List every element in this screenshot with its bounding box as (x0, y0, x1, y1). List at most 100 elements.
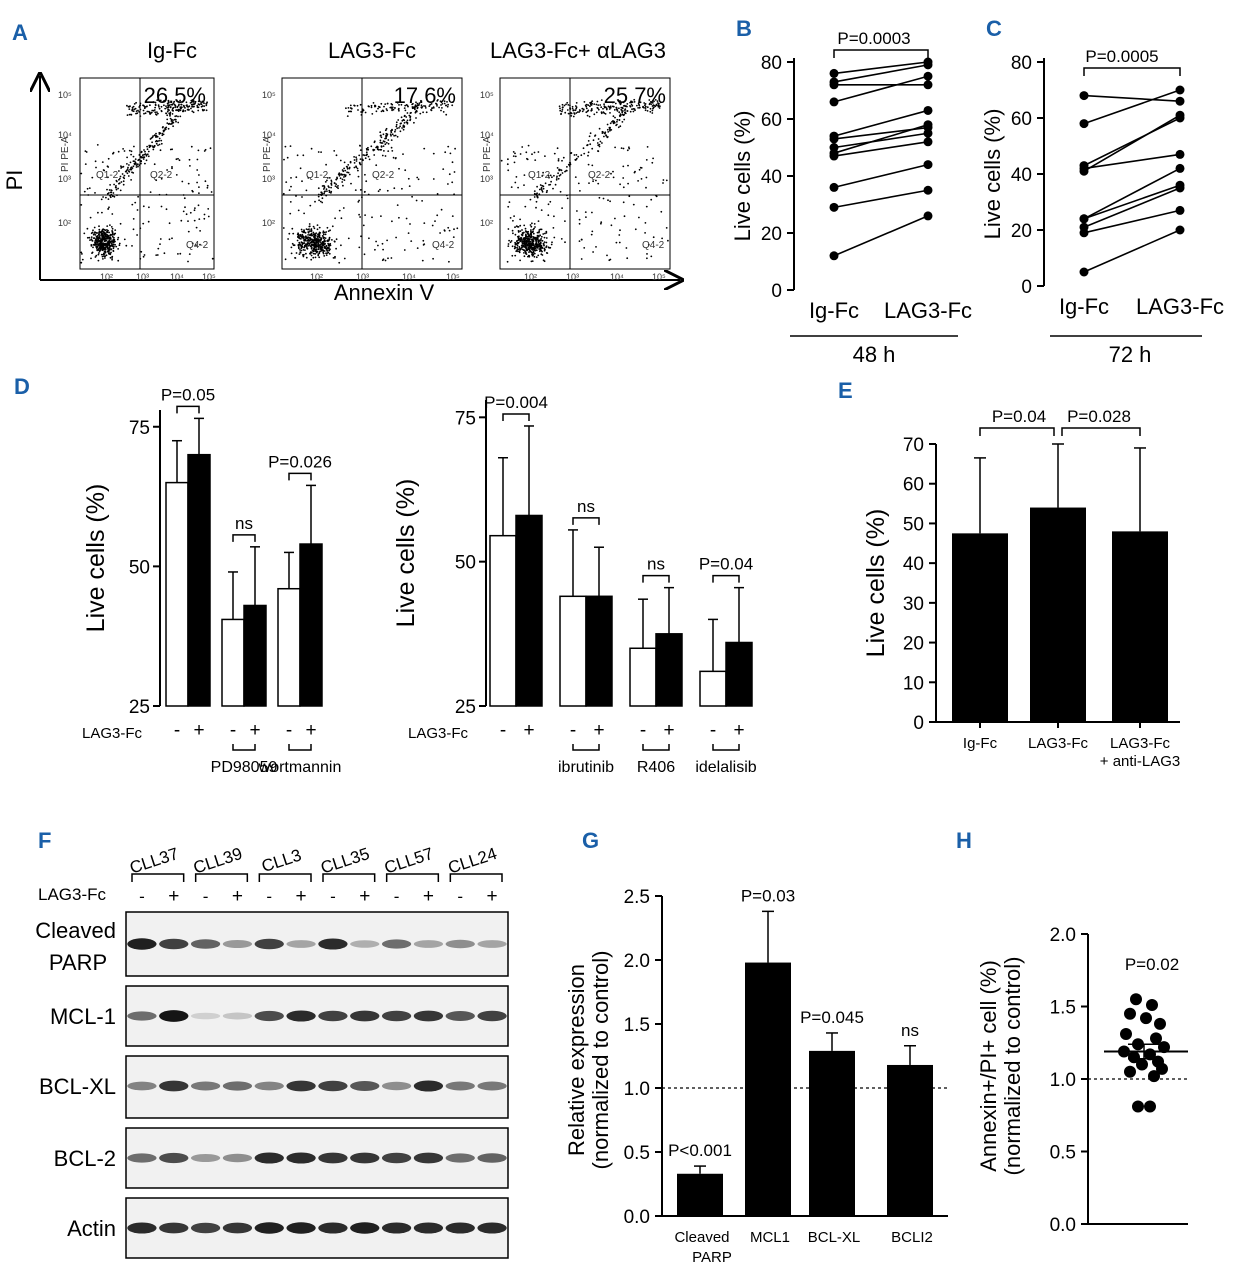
flow-dot (521, 248, 524, 251)
flow-dot (159, 243, 161, 246)
flow-dot (366, 153, 368, 156)
flow-dot (548, 176, 550, 179)
d-right-inhib-label-2: R406 (637, 759, 675, 776)
flow-dot (547, 175, 550, 177)
flow-dot (100, 247, 102, 250)
flow-dot (80, 204, 83, 206)
flow-dot (160, 139, 163, 142)
f-band-3-2 (190, 1153, 221, 1163)
flow-dot (324, 233, 327, 236)
flow-dot (109, 184, 111, 186)
flow-dot (383, 105, 385, 108)
flow-dot (191, 110, 194, 113)
flow-dot (644, 103, 647, 105)
flow-dot (531, 240, 534, 242)
flow-dot (539, 234, 541, 237)
flow-dot (591, 102, 593, 105)
flow-dot (112, 250, 115, 253)
g-ytick-label-0: 0.0 (624, 1207, 650, 1228)
flow-dot (626, 257, 629, 260)
flow-dot (96, 247, 98, 250)
flow-dot (189, 211, 192, 214)
f-band-0-1 (159, 938, 189, 950)
flow-dot (119, 175, 122, 178)
c-ytick-label-1: 20 (1011, 221, 1032, 242)
flow-dot (97, 253, 100, 256)
flow-dot (514, 226, 516, 229)
a-xtick-3-2: 10⁴ (610, 272, 624, 282)
flow-dot (315, 245, 318, 248)
flow-dot (633, 101, 636, 103)
flow-dot (410, 240, 413, 243)
flow-dot (142, 158, 145, 160)
flow-dot (176, 109, 179, 112)
flow-dot (442, 111, 445, 113)
flow-dot (440, 109, 442, 112)
flow-dot (598, 145, 601, 148)
a-yaxis-title-1: PI PE-A (60, 136, 71, 172)
flow-dot (342, 207, 345, 209)
flow-dot (359, 103, 362, 106)
flow-dot (448, 229, 451, 232)
flow-dot (566, 101, 569, 104)
g-xlabel-1: MCL1 (750, 1229, 790, 1246)
flow-dot (578, 111, 581, 113)
h-point-3 (1140, 1012, 1152, 1025)
flow-dot (301, 230, 303, 233)
flow-dot (538, 242, 541, 245)
flow-dot (518, 235, 520, 238)
flow-dot (318, 252, 321, 255)
flow-dot (541, 246, 544, 249)
flow-dot (128, 149, 131, 152)
flow-dot (108, 249, 110, 251)
flow-dot (99, 246, 101, 249)
flow-dot (325, 163, 327, 166)
h-point-1 (1146, 999, 1158, 1012)
flow-dot (325, 231, 328, 233)
flow-dot (171, 103, 174, 106)
flow-dot (289, 145, 292, 148)
c-xlabel-0: Ig-Fc (1059, 294, 1109, 319)
flow-dot (96, 240, 99, 243)
flow-dot (394, 130, 396, 133)
flow-dot (338, 261, 341, 264)
panel-label-e: E (838, 378, 853, 403)
flow-dot (391, 150, 394, 152)
d-right-sign-3-0: - (710, 720, 716, 741)
flow-dot (412, 106, 415, 108)
flow-dot (518, 246, 521, 248)
flow-dot (336, 177, 339, 180)
f-patient-bracket-1 (194, 873, 249, 882)
flow-dot (395, 157, 397, 159)
flow-dot (372, 102, 375, 104)
b-point-ig-10 (829, 202, 839, 212)
flow-dot (319, 200, 322, 203)
flow-dot (511, 254, 514, 257)
flow-dot (533, 246, 536, 249)
flow-dot (340, 217, 343, 220)
flow-dot (650, 103, 653, 105)
flow-dot (507, 158, 509, 161)
f-band-0-4 (254, 938, 284, 950)
flow-dot (100, 253, 103, 256)
flow-dot (95, 166, 97, 169)
flow-dot (97, 259, 100, 262)
flow-dot (644, 107, 647, 109)
flow-dot (190, 107, 192, 110)
flow-dot (519, 230, 522, 233)
flow-dot (639, 101, 642, 104)
flow-dot (92, 246, 94, 249)
flow-dot (318, 244, 321, 247)
c-point-ig-1 (1079, 119, 1089, 129)
flow-dot (619, 100, 621, 102)
flow-dot (319, 232, 322, 234)
flow-dot (581, 107, 584, 110)
flow-dot (94, 231, 97, 234)
flow-dot (205, 102, 208, 105)
h-point-15 (1124, 1065, 1136, 1078)
flow-dot (386, 102, 389, 105)
flow-dot (540, 228, 543, 231)
flow-dot (590, 233, 593, 236)
flow-dot (177, 115, 179, 118)
flow-dot (299, 237, 301, 240)
